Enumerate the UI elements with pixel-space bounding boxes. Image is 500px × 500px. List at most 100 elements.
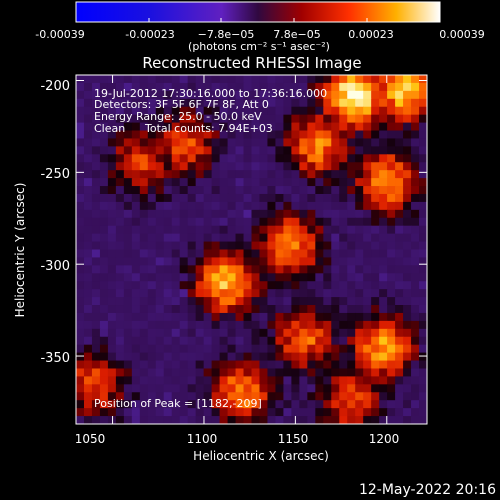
heatmap-cell	[323, 400, 332, 409]
heatmap-cell	[363, 297, 372, 306]
heatmap-cell	[315, 193, 324, 203]
heatmap-cell	[419, 249, 427, 259]
heatmap-cell	[131, 297, 141, 306]
heatmap-cell	[347, 162, 356, 171]
heatmap-cell	[411, 98, 420, 108]
heatmap-cell	[139, 257, 149, 266]
heatmap-cell	[411, 106, 420, 116]
heatmap-cell	[211, 336, 221, 346]
heatmap-cell	[315, 408, 324, 417]
heatmap-cell	[99, 328, 109, 338]
heatmap-cell	[307, 193, 316, 203]
heatmap-cell	[307, 257, 316, 266]
heatmap-cell	[323, 241, 332, 251]
heatmap-cell	[275, 146, 285, 155]
heatmap-cell	[299, 82, 308, 92]
heatmap-cell	[131, 328, 141, 338]
heatmap-cell	[379, 225, 388, 235]
heatmap-cell	[219, 352, 229, 362]
heatmap-cell	[115, 392, 125, 401]
heatmap-cell	[379, 352, 388, 362]
heatmap-cell	[387, 122, 396, 132]
heatmap-cell	[267, 289, 277, 298]
heatmap-cell	[203, 138, 213, 147]
heatmap-cell	[347, 90, 356, 100]
heatmap-cell	[155, 162, 165, 171]
heatmap-cell	[219, 265, 229, 274]
heatmap-cell	[395, 75, 404, 84]
heatmap-cell	[363, 217, 372, 227]
heatmap-cell	[403, 368, 412, 378]
heatmap-cell	[227, 360, 237, 370]
heatmap-cell	[403, 273, 412, 282]
heatmap-cell	[395, 178, 404, 187]
heatmap-cell	[235, 273, 245, 282]
heatmap-cell	[339, 336, 348, 346]
heatmap-cell	[211, 154, 221, 163]
heatmap-cell	[155, 344, 165, 354]
heatmap-cell	[243, 186, 253, 195]
heatmap-cell	[163, 217, 173, 227]
heatmap-cell	[339, 352, 348, 362]
heatmap-cell	[403, 75, 412, 84]
heatmap-cell	[107, 384, 117, 393]
heatmap-cell	[395, 82, 404, 92]
heatmap-cell	[219, 408, 229, 417]
heatmap-cell	[379, 416, 388, 424]
heatmap-cell	[115, 352, 125, 362]
heatmap-cell	[347, 328, 356, 338]
heatmap-cell	[251, 289, 261, 298]
heatmap-cell	[211, 162, 221, 171]
heatmap-cell	[91, 225, 101, 235]
heatmap-cell	[171, 360, 181, 370]
heatmap-cell	[339, 376, 348, 385]
heatmap-cell	[171, 305, 181, 314]
heatmap-cell	[147, 289, 157, 298]
heatmap-cell	[99, 193, 109, 203]
heatmap-cell	[171, 241, 181, 251]
heatmap-cell	[315, 162, 324, 171]
heatmap-cell	[267, 114, 277, 124]
heatmap-cell	[403, 416, 412, 424]
heatmap-cell	[387, 186, 396, 195]
heatmap-cell	[419, 201, 427, 211]
heatmap-cell	[347, 146, 356, 155]
heatmap-cell	[307, 408, 316, 417]
heatmap-cell	[379, 178, 388, 187]
heatmap-cell	[76, 178, 85, 187]
heatmap-cell	[139, 138, 149, 147]
heatmap-cell	[243, 90, 253, 100]
heatmap-cell	[315, 273, 324, 282]
axis-ticks	[76, 75, 427, 424]
heatmap-cell	[187, 138, 197, 147]
heatmap-cell	[347, 344, 356, 354]
heatmap-cell	[307, 90, 316, 100]
heatmap-cell	[131, 257, 141, 266]
heatmap-cell	[395, 416, 404, 424]
heatmap-cell	[187, 162, 197, 171]
heatmap-cell	[251, 297, 261, 306]
heatmap-cell	[155, 209, 165, 219]
heatmap-cell	[219, 400, 229, 409]
heatmap-cell	[363, 146, 372, 155]
heatmap-cell	[115, 273, 125, 282]
heatmap-cell	[99, 360, 109, 370]
heatmap-cell	[163, 400, 173, 409]
heatmap-cell	[355, 82, 364, 92]
heatmap-cell	[251, 376, 261, 385]
heatmap-cell	[76, 281, 85, 290]
heatmap-cell	[131, 90, 141, 100]
heatmap-cell	[91, 162, 101, 171]
heatmap-cell	[115, 209, 125, 219]
heatmap-cell	[115, 368, 125, 378]
heatmap-cell	[203, 384, 213, 393]
heatmap-cell	[155, 368, 165, 378]
heatmap-cell	[339, 344, 348, 354]
heatmap-cell	[387, 209, 396, 219]
heatmap-cell	[283, 368, 292, 378]
heatmap-cell	[371, 305, 380, 314]
heatmap-cell	[355, 241, 364, 251]
heatmap-cell	[99, 344, 109, 354]
heatmap-cell	[347, 241, 356, 251]
heatmap-cell	[115, 376, 125, 385]
